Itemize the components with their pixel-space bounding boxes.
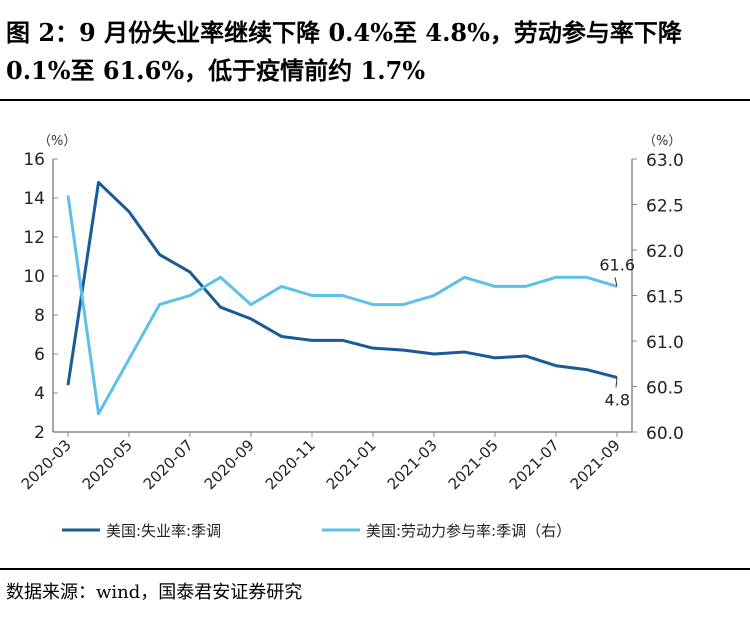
right-tick-label: 60.5 — [646, 379, 684, 399]
right-tick-label: 61.0 — [646, 333, 684, 353]
left-tick-label: 16 — [23, 150, 45, 170]
left-axis-unit: （%） — [38, 134, 76, 149]
left-tick-label: 14 — [23, 189, 45, 209]
left-tick-label: 2 — [34, 423, 45, 443]
end-label: 61.6 — [599, 255, 635, 274]
x-tick-label: 2021-09 — [567, 436, 624, 493]
right-tick-label: 62.0 — [646, 242, 684, 262]
left-tick-label: 8 — [34, 306, 45, 326]
end-label: 4.8 — [605, 390, 630, 409]
chart-title: 图 2：9 月份失业率继续下降 0.4%至 4.8%，劳动参与率下降 0.1%至… — [6, 18, 682, 85]
series-line-2 — [66, 195, 618, 416]
x-tick-label: 2021-07 — [506, 436, 563, 493]
left-tick-label: 12 — [23, 228, 45, 248]
source-note: 数据来源：wind，国泰君安证券研究 — [6, 582, 303, 603]
title-divider — [0, 99, 750, 101]
left-tick-label: 4 — [34, 384, 45, 404]
x-tick-label: 2021-03 — [384, 436, 441, 493]
left-tick-label: 6 — [34, 345, 45, 365]
x-tick-label: 2021-01 — [323, 436, 380, 493]
right-tick-label: 60.0 — [646, 424, 684, 444]
x-tick-label: 2020-07 — [140, 436, 197, 493]
source-divider — [0, 568, 750, 570]
x-tick-label: 2020-05 — [79, 436, 136, 493]
end-label-leader — [615, 377, 618, 388]
chart: （%） （%） 2 4 6 8 10 12 14 16 60.0 60.5 61.0 61.5 62.0 62… — [18, 134, 684, 540]
right-tick-label: 63.0 — [646, 151, 684, 171]
x-tick-label: 2020-11 — [262, 436, 319, 493]
x-tick-label: 2020-03 — [18, 436, 75, 493]
legend-label: 美国:劳动力参与率:季调（右） — [366, 522, 571, 540]
left-tick-label: 10 — [23, 267, 45, 287]
end-label-leader — [614, 277, 618, 287]
x-tick-label: 2020-09 — [201, 436, 258, 493]
right-tick-label: 61.5 — [646, 288, 684, 308]
legend-label: 美国:失业率:季调 — [106, 522, 221, 540]
right-axis-unit: （%） — [643, 134, 681, 149]
x-tick-label: 2021-05 — [445, 436, 502, 493]
right-tick-label: 62.5 — [646, 197, 684, 217]
